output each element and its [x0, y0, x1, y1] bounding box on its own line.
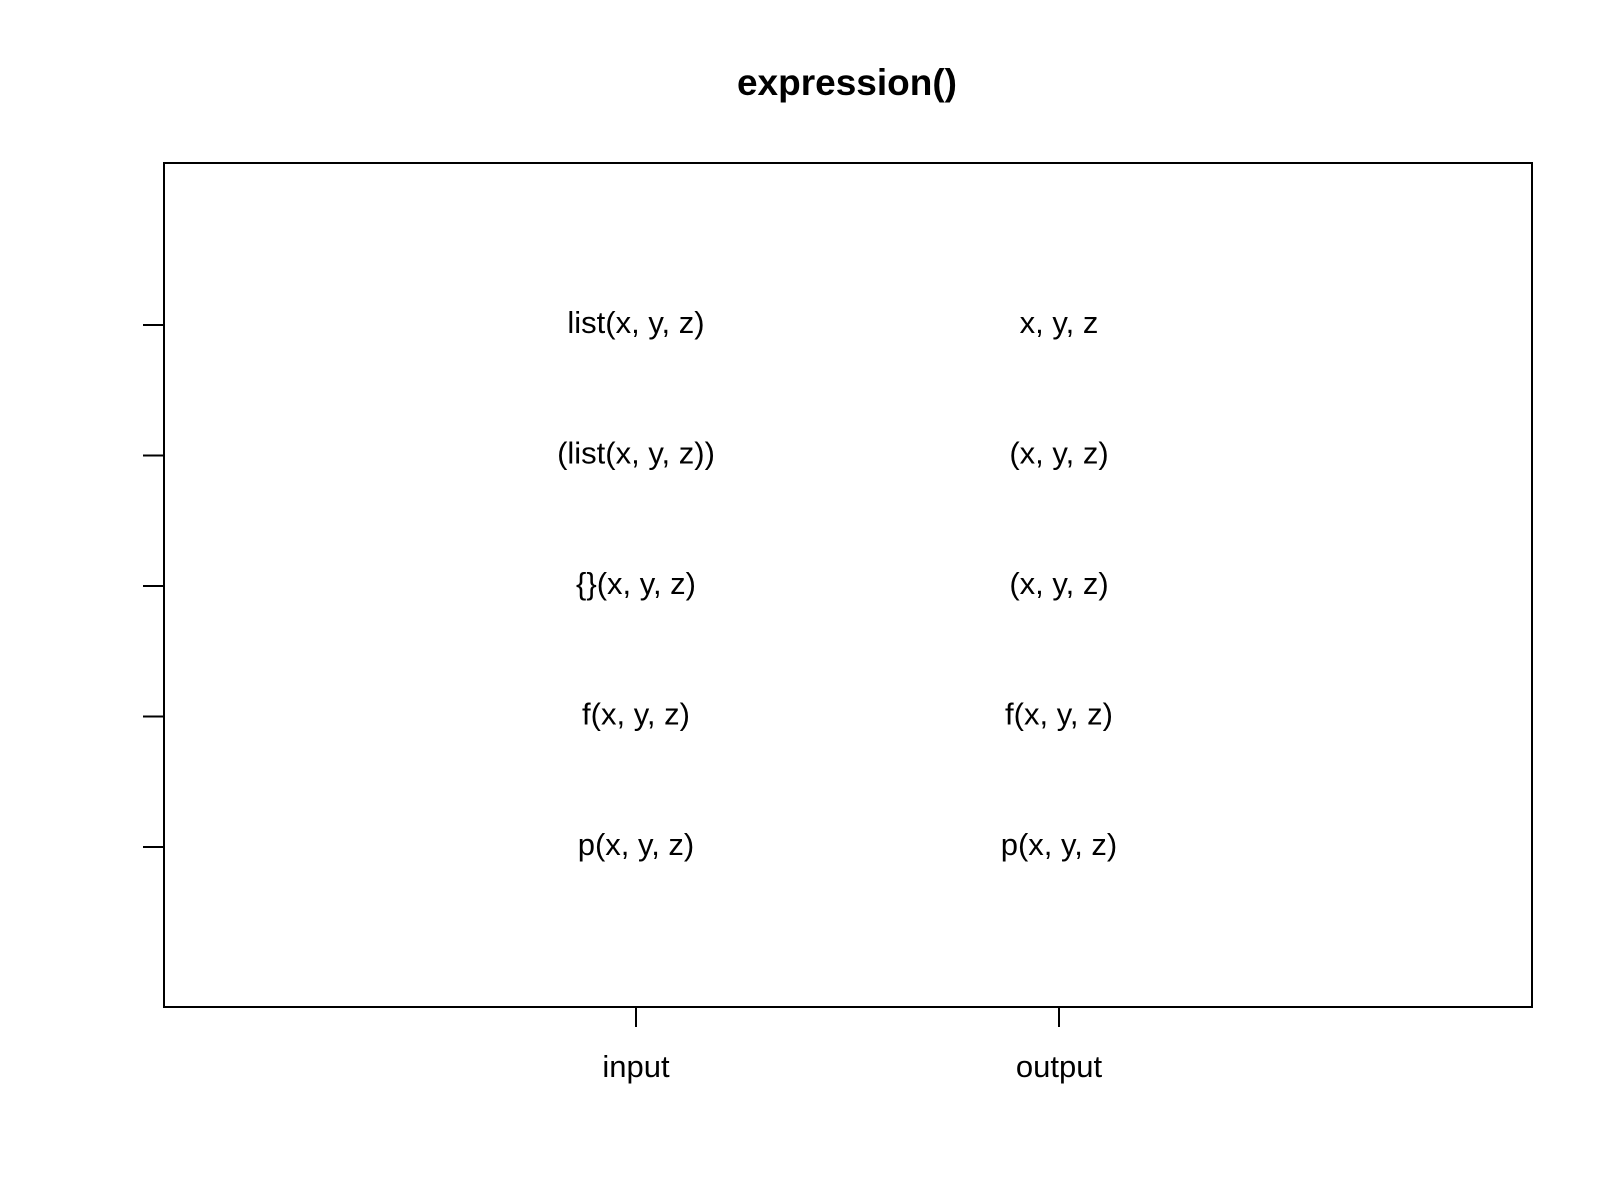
- x-tick-label: input: [602, 1049, 670, 1084]
- output-expression: (x, y, z): [1009, 436, 1108, 471]
- output-expression: (x, y, z): [1009, 566, 1108, 601]
- input-expression: p(x, y, z): [578, 827, 695, 862]
- output-expression: p(x, y, z): [1001, 827, 1118, 862]
- output-expression: f(x, y, z): [1005, 697, 1113, 732]
- input-expression: (list(x, y, z)): [557, 436, 715, 471]
- output-expression: x, y, z: [1020, 305, 1099, 340]
- input-expression: list(x, y, z): [567, 305, 704, 340]
- plot-box: [163, 162, 1533, 1008]
- rows: list(x, y, z) x, y, z (list(x, y, z)) (x, y…: [143, 305, 1117, 862]
- input-expression: {}(x, y, z): [576, 566, 696, 601]
- input-expression: f(x, y, z): [582, 697, 690, 732]
- x-tick-label: output: [1016, 1049, 1103, 1084]
- plot-title: expression(): [737, 62, 957, 103]
